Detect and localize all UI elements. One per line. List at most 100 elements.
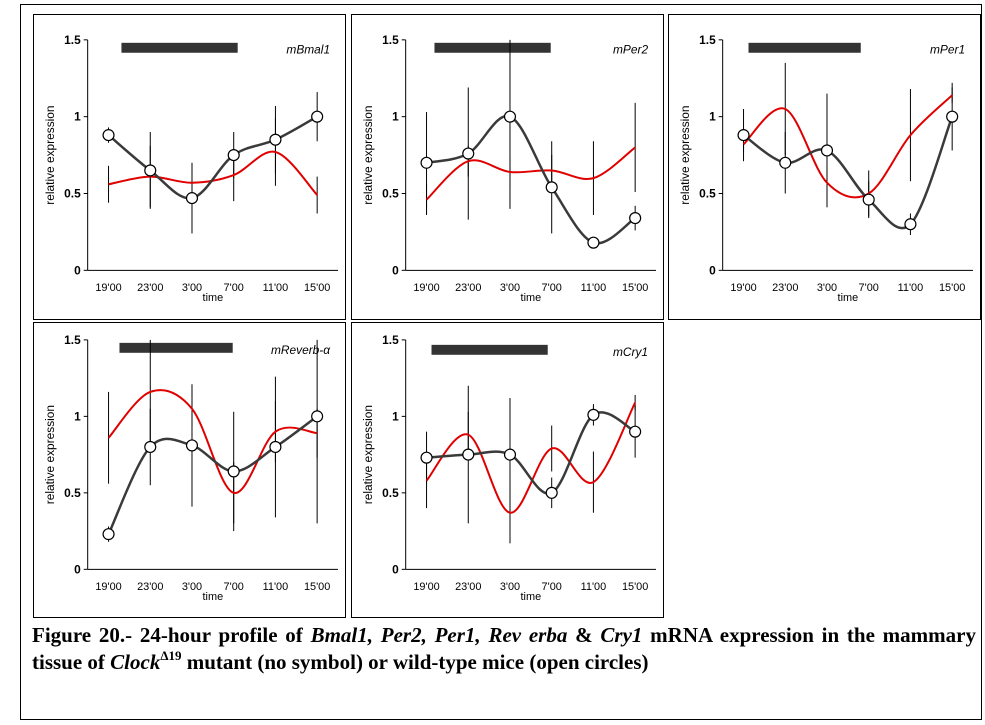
x-tick-label: 11'00 (898, 282, 924, 294)
y-axis-title: relative expression (361, 105, 375, 204)
x-tick-label: 15'00 (622, 581, 648, 593)
y-tick-label: 0 (74, 562, 81, 576)
gene-label: mReverb-α (271, 343, 331, 357)
x-tick-label: 3'00 (500, 581, 520, 593)
y-tick-label: 1 (74, 110, 81, 124)
caption-clock: Clock (110, 650, 161, 674)
x-tick-label: 23'00 (137, 581, 163, 593)
y-tick-label: 0.5 (382, 486, 399, 500)
x-tick-label: 19'00 (730, 282, 756, 294)
caption-mid: mRNA expression in the mammary tissue of (32, 623, 976, 674)
y-tick-label: 1.5 (64, 333, 81, 347)
data-point (144, 164, 157, 177)
mutant-series-line (425, 146, 636, 201)
data-point (545, 486, 558, 499)
chart-svg-mper2: 0 0.5 1 1.5 19'00 23'00 3'00 7'00 11'00 15'00 time… (361, 33, 657, 304)
x-tick-label: 7'00 (542, 581, 562, 593)
gene-label: mCry1 (613, 345, 648, 359)
gene-label: mBmal1 (286, 43, 330, 57)
caption-gene-last: Cry1 (600, 623, 643, 647)
figure-frame (20, 4, 982, 720)
x-tick-label: 19'00 (413, 581, 439, 593)
x-axis-title: time (521, 591, 542, 603)
data-point (503, 110, 517, 123)
y-tick-label: 0 (709, 263, 716, 277)
y-tick-label: 1.5 (699, 33, 716, 47)
data-point (946, 110, 959, 123)
x-axis-title: time (203, 292, 224, 304)
chart-panel-mper1: 0 0.5 1 1.5 19'00 23'00 3'00 7'00 11'00 15'00 time… (668, 14, 981, 320)
data-point (311, 410, 324, 423)
gene-label: mPer2 (613, 43, 648, 57)
caption-amp: & (567, 623, 601, 647)
data-point (227, 465, 240, 478)
y-tick-label: 1.5 (382, 33, 399, 47)
figure-caption: Figure 20.- 24-hour profile of Bmal1, Pe… (32, 622, 976, 676)
wildtype-series-line (742, 116, 954, 230)
y-axis-title: relative expression (361, 405, 375, 504)
y-tick-label: 0 (74, 263, 81, 277)
x-axis-title: time (203, 591, 224, 603)
x-tick-label: 11'00 (581, 282, 607, 294)
y-axis-title: relative expression (43, 405, 57, 504)
chart-svg-mcry1: 0 0.5 1 1.5 19'00 23'00 3'00 7'00 11'00 15'00 time… (361, 333, 656, 603)
x-axis-title: time (521, 292, 542, 304)
data-point (820, 144, 834, 157)
x-tick-label: 11'00 (263, 282, 289, 294)
y-tick-label: 0.5 (699, 186, 716, 200)
chart-svg-mbmal1: 0 0.5 1 1.5 19'00 23'00 3'00 7'00 11'00 15'00 time… (43, 33, 339, 304)
y-tick-label: 1.5 (64, 33, 81, 47)
data-point (587, 236, 600, 249)
data-point (269, 440, 282, 454)
y-tick-label: 1.5 (382, 333, 399, 347)
data-point (269, 133, 282, 146)
y-tick-label: 1 (74, 409, 81, 423)
data-point (503, 448, 517, 461)
x-tick-label: 19'00 (413, 282, 439, 294)
y-tick-label: 0.5 (64, 186, 81, 200)
y-tick-label: 1 (392, 110, 399, 124)
x-tick-label: 23'00 (772, 282, 798, 294)
caption-lead: Figure 20.- 24-hour profile of (32, 623, 311, 647)
x-tick-label: 19'00 (95, 282, 121, 294)
wildtype-series-line (426, 114, 636, 245)
x-tick-label: 19'00 (95, 581, 121, 593)
chart-svg-mreverb: 0 0.5 1 1.5 19'00 23'00 3'00 7'00 11'00 15'00 time… (43, 333, 338, 603)
data-point (185, 192, 199, 205)
dark-period-bar (119, 342, 233, 353)
x-tick-label: 23'00 (455, 581, 481, 593)
x-tick-label: 3'00 (182, 581, 202, 593)
dark-period-bar (434, 42, 551, 53)
dark-period-bar (121, 42, 238, 53)
data-point (420, 451, 433, 464)
chart-panel-mper2: 0 0.5 1 1.5 19'00 23'00 3'00 7'00 11'00 15'00 time… (351, 14, 664, 320)
y-tick-label: 0.5 (64, 486, 81, 500)
x-tick-label: 23'00 (137, 282, 163, 294)
data-point (311, 110, 324, 123)
x-tick-label: 7'00 (542, 282, 562, 294)
y-tick-label: 0 (392, 562, 399, 576)
y-axis-title: relative expression (678, 105, 692, 204)
chart-panel-mreverb: 0 0.5 1 1.5 19'00 23'00 3'00 7'00 11'00 15'00 time… (33, 322, 346, 618)
y-axis-title: relative expression (43, 105, 57, 204)
mutant-series-line (107, 389, 318, 494)
chart-panel-mcry1: 0 0.5 1 1.5 19'00 23'00 3'00 7'00 11'00 15'00 time… (351, 322, 664, 618)
x-tick-label: 15'00 (304, 282, 330, 294)
caption-tail: mutant (no symbol) or wild-type mice (op… (181, 650, 649, 674)
data-point (144, 440, 157, 454)
data-point (420, 156, 433, 169)
data-point (462, 147, 475, 160)
x-tick-label: 3'00 (500, 282, 520, 294)
x-tick-label: 23'00 (455, 282, 481, 294)
data-point (629, 212, 642, 225)
data-point (227, 149, 240, 162)
x-axis-title: time (838, 292, 859, 304)
x-tick-label: 7'00 (859, 282, 879, 294)
x-tick-label: 11'00 (581, 581, 607, 593)
y-tick-label: 1 (392, 409, 399, 423)
mutant-series-line (108, 150, 318, 196)
data-point (629, 425, 642, 438)
x-tick-label: 7'00 (224, 581, 244, 593)
data-point (102, 129, 115, 142)
caption-genes: Bmal1, Per2, Per1, Rev erba (310, 623, 568, 647)
